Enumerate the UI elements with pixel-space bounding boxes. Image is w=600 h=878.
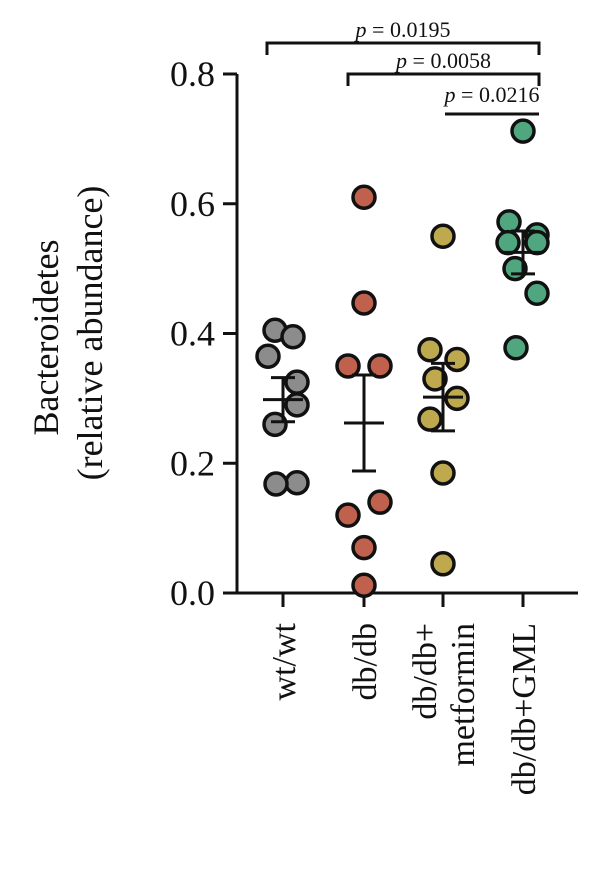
y-axis-title-line-2: (relative abundance) bbox=[70, 186, 110, 481]
y-tick-label: 0.8 bbox=[170, 54, 215, 94]
data-point bbox=[351, 184, 377, 211]
category-label: db/db+ bbox=[407, 623, 444, 720]
significance-label: p = 0.0058 bbox=[394, 48, 491, 73]
p-value: = 0.0058 bbox=[407, 48, 491, 73]
data-point bbox=[262, 411, 288, 438]
data-point bbox=[430, 551, 456, 577]
data-point bbox=[284, 369, 310, 395]
data-point bbox=[263, 471, 289, 497]
data-point bbox=[351, 290, 377, 316]
data-point bbox=[524, 280, 550, 307]
p-symbol: p bbox=[394, 48, 407, 73]
data-point bbox=[367, 353, 393, 379]
data-point bbox=[444, 346, 470, 373]
data-point bbox=[503, 335, 529, 361]
y-tick-label: 0.2 bbox=[170, 443, 215, 483]
data-point bbox=[524, 229, 550, 256]
data-point bbox=[280, 323, 306, 350]
significance-label: p = 0.0195 bbox=[354, 17, 451, 42]
data-point bbox=[510, 118, 536, 144]
data-point bbox=[284, 469, 310, 496]
p-symbol: p bbox=[354, 17, 367, 42]
p-symbol: p bbox=[443, 82, 456, 107]
data-point bbox=[351, 572, 377, 598]
y-axis-title: Bacteroidetes (relative abundance) bbox=[26, 186, 110, 481]
data-point bbox=[335, 353, 361, 379]
plot-marks bbox=[255, 118, 550, 598]
data-point bbox=[430, 460, 456, 486]
data-point bbox=[335, 502, 361, 528]
category-label: metformin bbox=[445, 623, 482, 767]
category-label: db/db bbox=[347, 623, 384, 700]
y-tick-label: 0.0 bbox=[170, 573, 215, 613]
data-point bbox=[422, 366, 448, 392]
data-point bbox=[417, 336, 443, 363]
y-tick-label: 0.6 bbox=[170, 184, 215, 224]
data-point bbox=[417, 406, 443, 432]
significance-bracket bbox=[346, 72, 541, 86]
significance-label: p = 0.0216 bbox=[443, 82, 540, 107]
data-point bbox=[495, 229, 521, 256]
data-point bbox=[430, 223, 456, 249]
category-label: wt/wt bbox=[266, 622, 303, 700]
y-tick-label: 0.4 bbox=[170, 314, 215, 354]
significance-bracket bbox=[265, 41, 541, 55]
data-point bbox=[351, 534, 377, 561]
axes: 0.0 0.2 0.4 0.6 0.8 wt/wt db/db db/db+ metformin… bbox=[170, 54, 578, 795]
p-value: = 0.0195 bbox=[367, 17, 451, 42]
data-point bbox=[367, 489, 393, 515]
category-label: db/db+GML bbox=[506, 623, 543, 795]
data-point bbox=[284, 392, 310, 418]
p-value: = 0.0216 bbox=[456, 82, 540, 107]
data-point bbox=[255, 343, 281, 369]
y-axis-title-line-1: Bacteroidetes bbox=[26, 240, 66, 436]
